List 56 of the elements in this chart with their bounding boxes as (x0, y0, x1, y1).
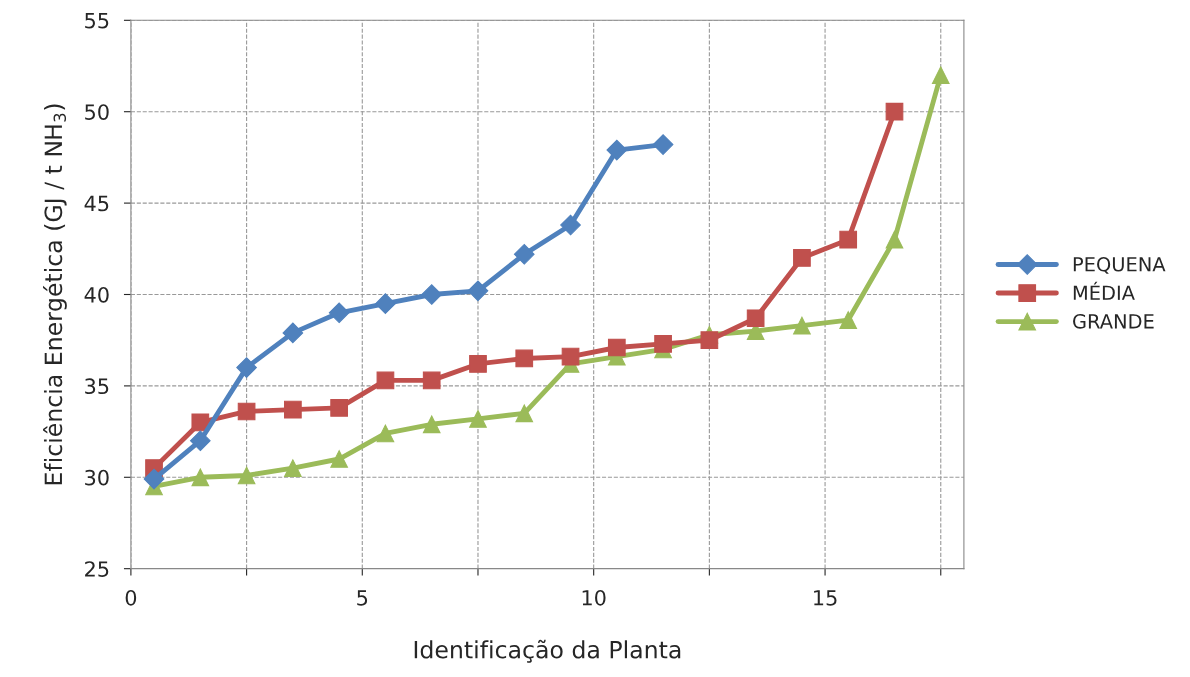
point (376, 424, 395, 443)
point (515, 404, 534, 423)
point (237, 466, 256, 485)
point (422, 371, 441, 390)
y-tick-label: 25 (85, 561, 109, 577)
point (421, 284, 443, 305)
point (191, 468, 210, 487)
y-tick-label: 50 (85, 104, 109, 120)
point (839, 230, 858, 249)
point (376, 371, 395, 390)
point (652, 134, 674, 155)
legend-label: PEQUENA (1073, 256, 1166, 274)
point (467, 280, 489, 302)
point (606, 139, 628, 161)
point (237, 402, 256, 421)
x-tick-label: 0 (125, 589, 137, 606)
point (189, 430, 211, 452)
y-tick-label: 40 (84, 286, 109, 303)
point (560, 214, 581, 236)
point (469, 355, 487, 373)
y-axis-title: Eficiência Energética (GJ / t NH$_{3}$) (43, 104, 67, 485)
point (422, 415, 441, 434)
point (515, 349, 534, 368)
point (330, 450, 348, 468)
point (513, 243, 535, 265)
legend-label: GRANDE (1073, 313, 1154, 329)
point (931, 66, 950, 84)
legend-label: MÉDIA (1073, 281, 1135, 300)
x-tick-label: 15 (814, 590, 837, 606)
point (236, 357, 257, 378)
point (746, 309, 765, 328)
point (654, 335, 672, 353)
point (885, 102, 904, 121)
x-tick-label: 10 (582, 589, 606, 606)
point (793, 249, 811, 267)
y-tick-label: 45 (84, 195, 109, 212)
point (607, 338, 626, 357)
point (282, 322, 304, 344)
point (375, 293, 396, 314)
y-tick-label: 55 (85, 13, 109, 29)
point (561, 347, 580, 366)
point (143, 468, 165, 490)
point (284, 459, 302, 477)
y-tick-label: 35 (85, 378, 109, 395)
x-tick-label: 5 (357, 590, 368, 606)
point (793, 316, 811, 335)
point (885, 230, 904, 249)
x-axis-title: Identificação da Planta (414, 639, 681, 663)
y-tick-label: 30 (85, 469, 109, 486)
point (469, 409, 487, 428)
point (700, 331, 719, 350)
point (839, 311, 858, 329)
point (284, 400, 302, 419)
point (191, 413, 210, 432)
point (330, 398, 348, 417)
point (328, 302, 350, 324)
